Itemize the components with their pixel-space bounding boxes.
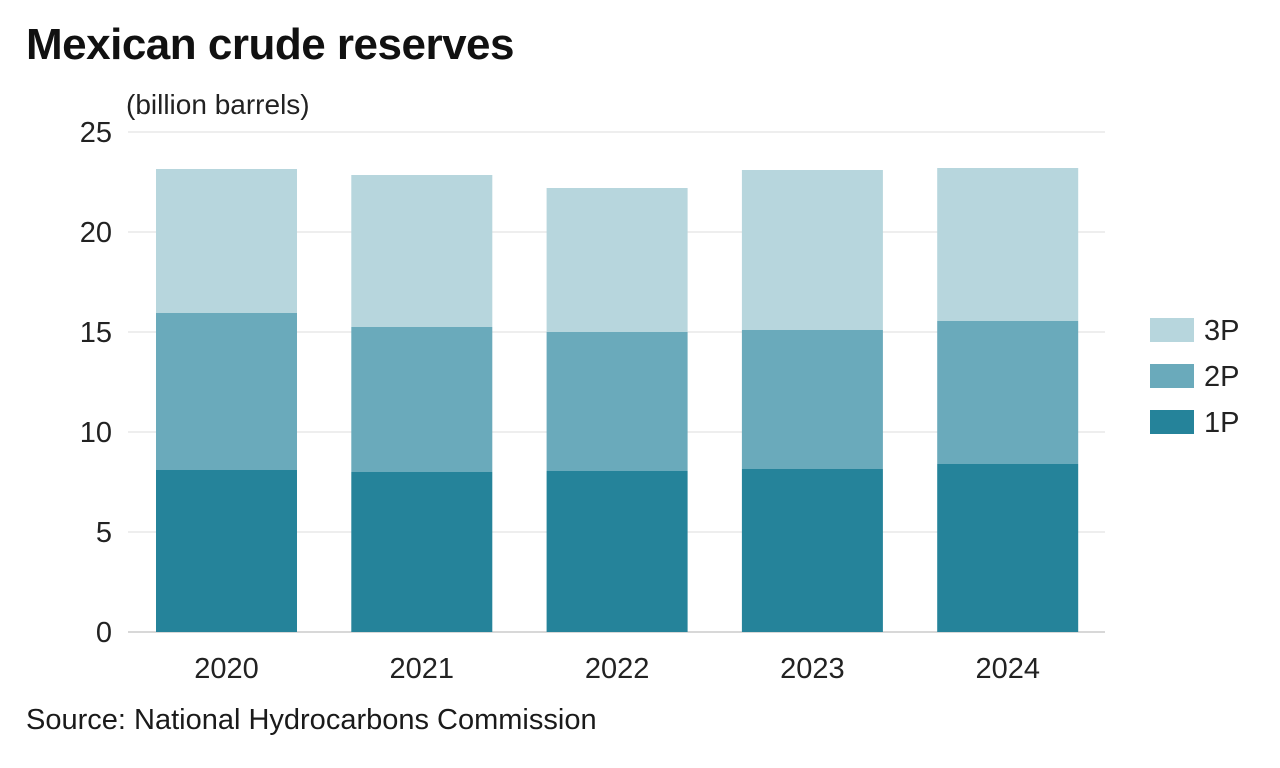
y-tick-label: 15 [80, 317, 112, 349]
bar-1p-2020 [156, 470, 297, 632]
y-tick-label: 25 [80, 117, 112, 149]
bar-2p-2022 [546, 332, 688, 471]
x-tick-label: 2022 [585, 653, 650, 685]
bar-3p-2020 [156, 169, 297, 313]
bar-3p-2023 [741, 170, 883, 330]
bar-3p-2021 [351, 175, 493, 327]
legend: 3P 2P 1P [1150, 315, 1239, 439]
legend-label-3p: 3P [1204, 315, 1239, 347]
bar-1p-2024 [937, 464, 1079, 632]
source-note: Source: National Hydrocarbons Commission [26, 704, 597, 736]
bar-1p-2021 [351, 472, 493, 632]
x-axis: 2020 2021 2022 2023 2024 [194, 653, 1040, 685]
legend-swatch-3p [1150, 318, 1194, 342]
bar-2p-2024 [937, 321, 1079, 464]
bar-2p-2023 [741, 330, 883, 469]
bar-series [156, 168, 1079, 632]
y-unit-label: (billion barrels) [126, 89, 310, 120]
x-tick-label: 2020 [194, 653, 259, 685]
bar-2p-2020 [156, 313, 297, 470]
bar-1p-2023 [741, 469, 883, 632]
x-tick-label: 2021 [390, 653, 455, 685]
legend-swatch-2p [1150, 364, 1194, 388]
legend-label-1p: 1P [1204, 407, 1239, 439]
y-tick-label: 20 [80, 217, 112, 249]
legend-label-2p: 2P [1204, 361, 1239, 393]
legend-swatch-1p [1150, 410, 1194, 434]
bar-3p-2022 [546, 188, 688, 332]
y-tick-label: 10 [80, 417, 112, 449]
y-axis: 0 5 10 15 20 25 [80, 117, 112, 649]
y-tick-label: 0 [96, 617, 112, 649]
y-tick-label: 5 [96, 517, 112, 549]
x-tick-label: 2023 [780, 653, 845, 685]
bar-1p-2022 [546, 471, 688, 632]
chart-title: Mexican crude reserves [26, 20, 514, 69]
bar-3p-2024 [937, 168, 1079, 321]
x-tick-label: 2024 [975, 653, 1040, 685]
bar-2p-2021 [351, 327, 493, 472]
